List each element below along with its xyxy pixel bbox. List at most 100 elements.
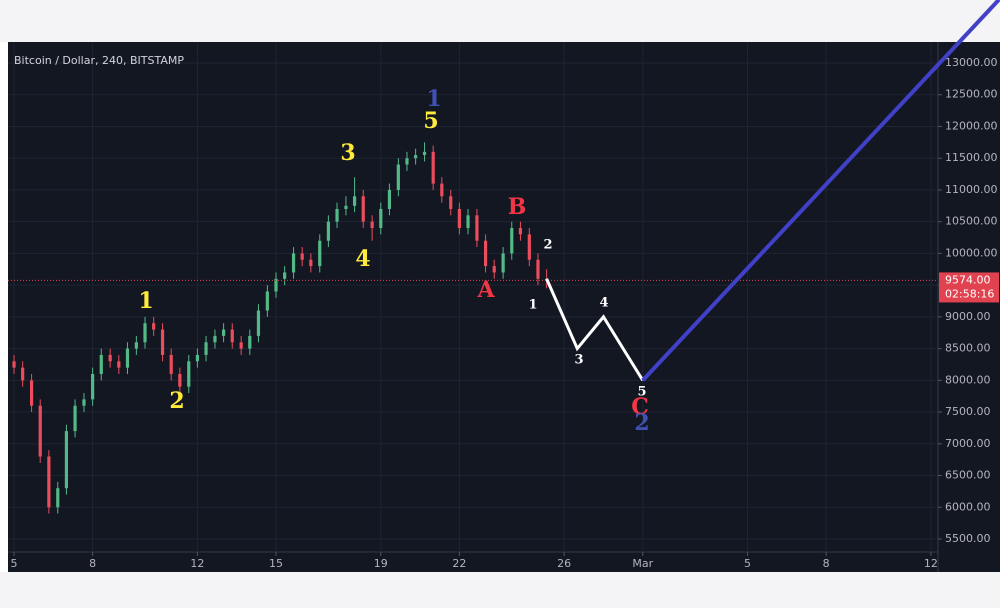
candle-body	[230, 329, 234, 343]
wave-label: 3	[340, 140, 355, 166]
candle-body	[29, 380, 34, 406]
wave-label: 1	[528, 298, 537, 313]
y-tick-label: 11500.00	[945, 151, 998, 164]
wave-label: B	[508, 194, 527, 220]
candle-body	[195, 354, 200, 362]
candle-body	[518, 228, 523, 235]
candle-body	[361, 196, 365, 222]
candle-body	[91, 373, 95, 400]
candle-body	[387, 189, 392, 209]
candle-body	[405, 158, 409, 165]
candle-body	[466, 215, 470, 229]
projection-line	[545, 278, 645, 382]
y-tick-label: 5500.00	[945, 532, 991, 545]
candles	[12, 142, 549, 514]
x-tick-label: 5	[744, 557, 751, 570]
y-tick-label: 8500.00	[945, 342, 991, 355]
grid	[8, 42, 938, 552]
candle-body	[178, 373, 182, 387]
candle-body	[370, 221, 374, 229]
candle-body	[326, 221, 330, 241]
y-tick-label: 6500.00	[945, 469, 991, 482]
candle-body	[213, 335, 217, 343]
wave-label: 4	[599, 296, 608, 311]
y-tick-label: 12500.00	[945, 88, 998, 101]
candle-body	[73, 405, 77, 432]
candle-body	[204, 342, 208, 355]
x-tick-label: 8	[823, 557, 830, 570]
x-tick-label: 5	[11, 557, 18, 570]
candle-body	[169, 354, 173, 374]
candle-body	[274, 278, 278, 292]
x-tick-label: 22	[452, 557, 466, 570]
candle-body	[414, 155, 418, 159]
wave-label: 5	[423, 108, 438, 134]
candle-body	[536, 259, 540, 279]
x-tick-label: 15	[269, 557, 283, 570]
candle-body	[82, 399, 86, 406]
candle-body	[108, 354, 112, 362]
x-tick-label: 12	[190, 557, 204, 570]
y-tick-label: 13000.00	[945, 56, 998, 69]
bottom-strip	[0, 572, 1000, 608]
candle-body	[309, 259, 313, 267]
candle-body	[527, 234, 531, 260]
chart-title: Bitcoin / Dollar, 240, BITSTAMP	[14, 54, 184, 67]
candle-body	[265, 291, 269, 311]
x-tick-label: 8	[89, 557, 96, 570]
wave-label: 3	[574, 353, 583, 368]
candle-body	[117, 361, 121, 368]
candle-body	[352, 196, 357, 206]
candle-body	[64, 431, 69, 489]
y-tick-label: 7500.00	[945, 405, 991, 418]
y-tick-label: 10500.00	[945, 215, 998, 228]
wave-label: 2	[543, 238, 552, 253]
candle-body	[56, 488, 60, 508]
candle-body	[38, 405, 42, 457]
candle-body	[222, 329, 226, 336]
candle-body	[431, 151, 435, 184]
candle-body	[248, 335, 252, 349]
y-tick-label: 7000.00	[945, 437, 991, 450]
wave-label: C	[631, 394, 649, 420]
x-tick-label: 12	[924, 557, 938, 570]
x-tick-label: 26	[557, 557, 571, 570]
candle-body	[335, 208, 339, 222]
wave-label: 1	[426, 86, 441, 112]
candle-body	[457, 208, 461, 229]
wave-label: A	[476, 277, 495, 303]
candle-body	[125, 348, 130, 368]
candle-body	[510, 228, 514, 254]
candle-body	[396, 164, 400, 190]
candle-body	[318, 240, 322, 267]
candle-body	[475, 215, 479, 241]
last-price-label: 9574.00	[945, 273, 991, 286]
candle-body	[440, 183, 444, 197]
wave-label: 5	[637, 385, 646, 400]
y-tick-label: 6000.00	[945, 500, 991, 513]
candle-body	[291, 253, 296, 273]
candle-body	[99, 354, 103, 374]
candle-body	[239, 342, 243, 349]
y-tick-label: 11000.00	[945, 183, 998, 196]
candle-body	[187, 361, 191, 387]
y-tick-label: 8000.00	[945, 373, 991, 386]
wave-label: 2	[169, 388, 184, 414]
projection-line	[641, 0, 1000, 382]
candle-body	[483, 240, 488, 267]
x-tick-label: 19	[374, 557, 388, 570]
y-tick-label: 10000.00	[945, 246, 998, 259]
chart-background	[8, 42, 1000, 572]
candle-body	[152, 323, 156, 330]
y-tick-label: 9000.00	[945, 310, 991, 323]
candle-body	[379, 208, 383, 229]
candle-body	[449, 196, 453, 209]
wave-label: 2	[634, 410, 649, 436]
countdown-label: 02:58:16	[945, 287, 994, 300]
candle-body	[492, 266, 496, 273]
candle-body	[47, 456, 51, 508]
candle-body	[501, 253, 505, 273]
y-tick-label: 12000.00	[945, 119, 998, 132]
